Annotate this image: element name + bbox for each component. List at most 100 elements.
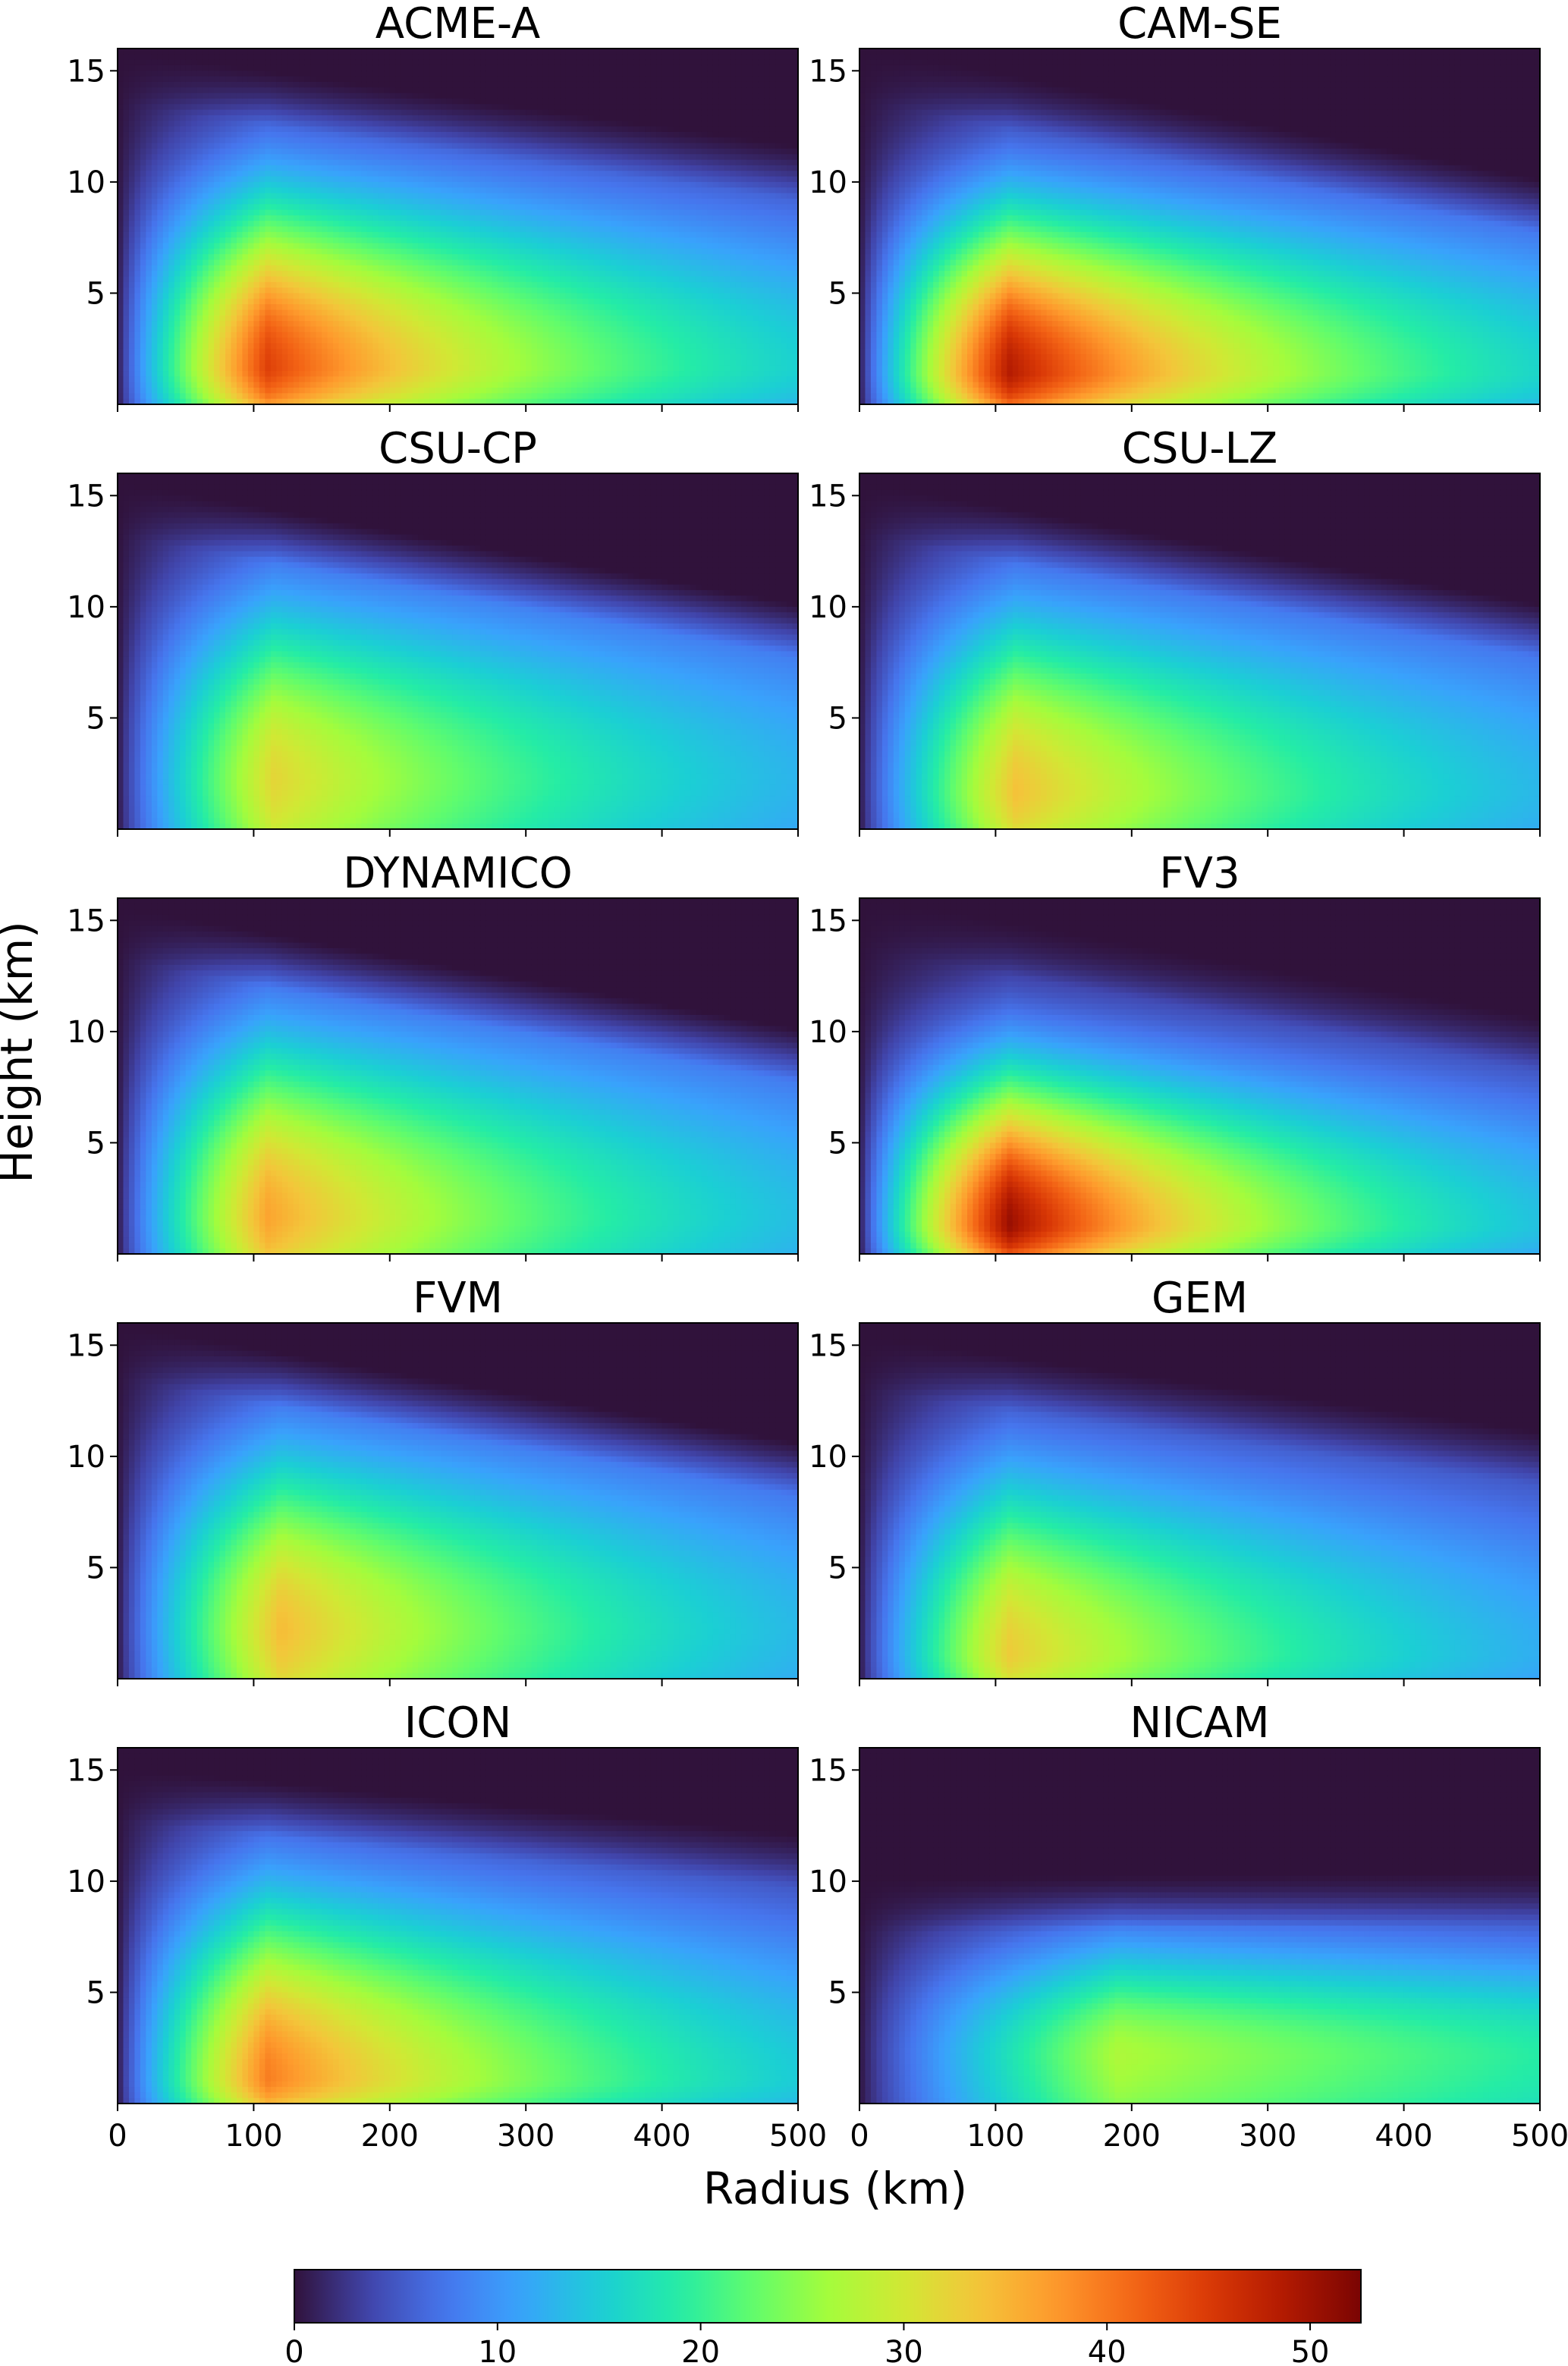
heatmap-cell [197,54,203,60]
heatmap-cell [492,93,498,99]
heatmap-cell [441,354,447,360]
heatmap-cell [191,243,197,249]
heatmap-cell [157,354,163,360]
heatmap-cell [168,71,174,77]
heatmap-cell [299,254,305,260]
heatmap-cell [418,259,424,266]
heatmap-cell [424,49,430,55]
heatmap-cell [146,104,152,110]
heatmap-cell [480,143,486,149]
heatmap-cell [379,221,385,227]
heatmap-cell [356,243,362,249]
heatmap-cell [276,304,282,310]
heatmap-cell [361,82,367,88]
heatmap-cell [492,99,498,105]
heatmap-cell [174,254,181,260]
heatmap-cell [532,299,538,305]
heatmap-cell [197,104,203,110]
heatmap-cell [555,132,561,138]
heatmap-cell [288,154,294,160]
heatmap-cell [118,221,124,227]
heatmap-cell [344,54,350,60]
heatmap-cell [486,165,492,171]
heatmap-cell [361,299,367,305]
heatmap-cell [197,193,203,200]
heatmap-cell [265,316,271,322]
heatmap-cell [237,115,243,121]
heatmap-cell [395,54,401,60]
heatmap-cell [203,237,209,244]
heatmap-cell [146,360,152,366]
heatmap-cell [123,349,129,355]
heatmap-cell [225,321,231,327]
heatmap-cell [407,171,413,177]
heatmap-cell [514,110,520,116]
heatmap-cell [555,227,561,233]
heatmap-cell [134,104,140,110]
heatmap-cell [209,87,215,93]
heatmap-cell [395,282,401,288]
heatmap-cell [390,393,396,399]
heatmap-cell [259,249,266,255]
heatmap-cell [498,199,504,205]
heatmap-cell [129,71,135,77]
heatmap-cell [435,49,441,55]
heatmap-cell [163,143,169,149]
heatmap-cell [503,393,509,399]
heatmap-cell [225,259,231,266]
heatmap-cell [242,354,248,360]
heatmap-cell [480,366,486,372]
heatmap-cell [503,343,509,349]
heatmap-cell [129,366,135,372]
heatmap-cell [395,371,401,377]
heatmap-cell [163,304,169,310]
heatmap-cell [492,60,498,66]
heatmap-cell [548,193,555,200]
heatmap-cell [129,249,135,255]
heatmap-cell [310,371,316,377]
heatmap-cell [225,54,231,60]
heatmap-cell [555,259,561,266]
heatmap-cell [390,371,396,377]
heatmap-cell [152,143,158,149]
heatmap-cell [134,326,140,332]
heatmap-cell [418,293,424,299]
heatmap-cell [265,82,271,88]
heatmap-cell [174,266,181,272]
heatmap-cell [322,99,328,105]
heatmap-cell [503,304,509,310]
heatmap-cell [509,343,515,349]
heatmap-cell [203,249,209,255]
heatmap-cell [209,259,215,266]
heatmap-cell [333,366,339,372]
heatmap-cell [390,82,396,88]
heatmap-cell [367,204,373,210]
heatmap-cell [367,354,373,360]
heatmap-cell [475,171,481,177]
heatmap-cell [282,137,288,143]
heatmap-cell [288,321,294,327]
heatmap-cell [276,193,282,200]
heatmap-cell [492,366,498,372]
heatmap-cell [209,243,215,249]
heatmap-cell [288,187,294,193]
heatmap-cell [180,54,186,60]
heatmap-cell [537,221,543,227]
heatmap-cell [294,49,300,55]
heatmap-cell [548,187,555,193]
heatmap-cell [294,309,300,316]
heatmap-cell [532,182,538,188]
heatmap-cell [152,326,158,332]
heatmap-cell [526,149,532,155]
heatmap-cell [248,204,254,210]
heatmap-cell [344,177,350,183]
heatmap-cell [220,193,226,200]
heatmap-cell [316,137,322,143]
heatmap-cell [532,149,538,155]
heatmap-cell [168,87,174,93]
heatmap-cell [401,199,407,205]
heatmap-cell [129,127,135,133]
heatmap-cell [197,338,203,344]
heatmap-cell [401,354,407,360]
heatmap-cell [237,293,243,299]
